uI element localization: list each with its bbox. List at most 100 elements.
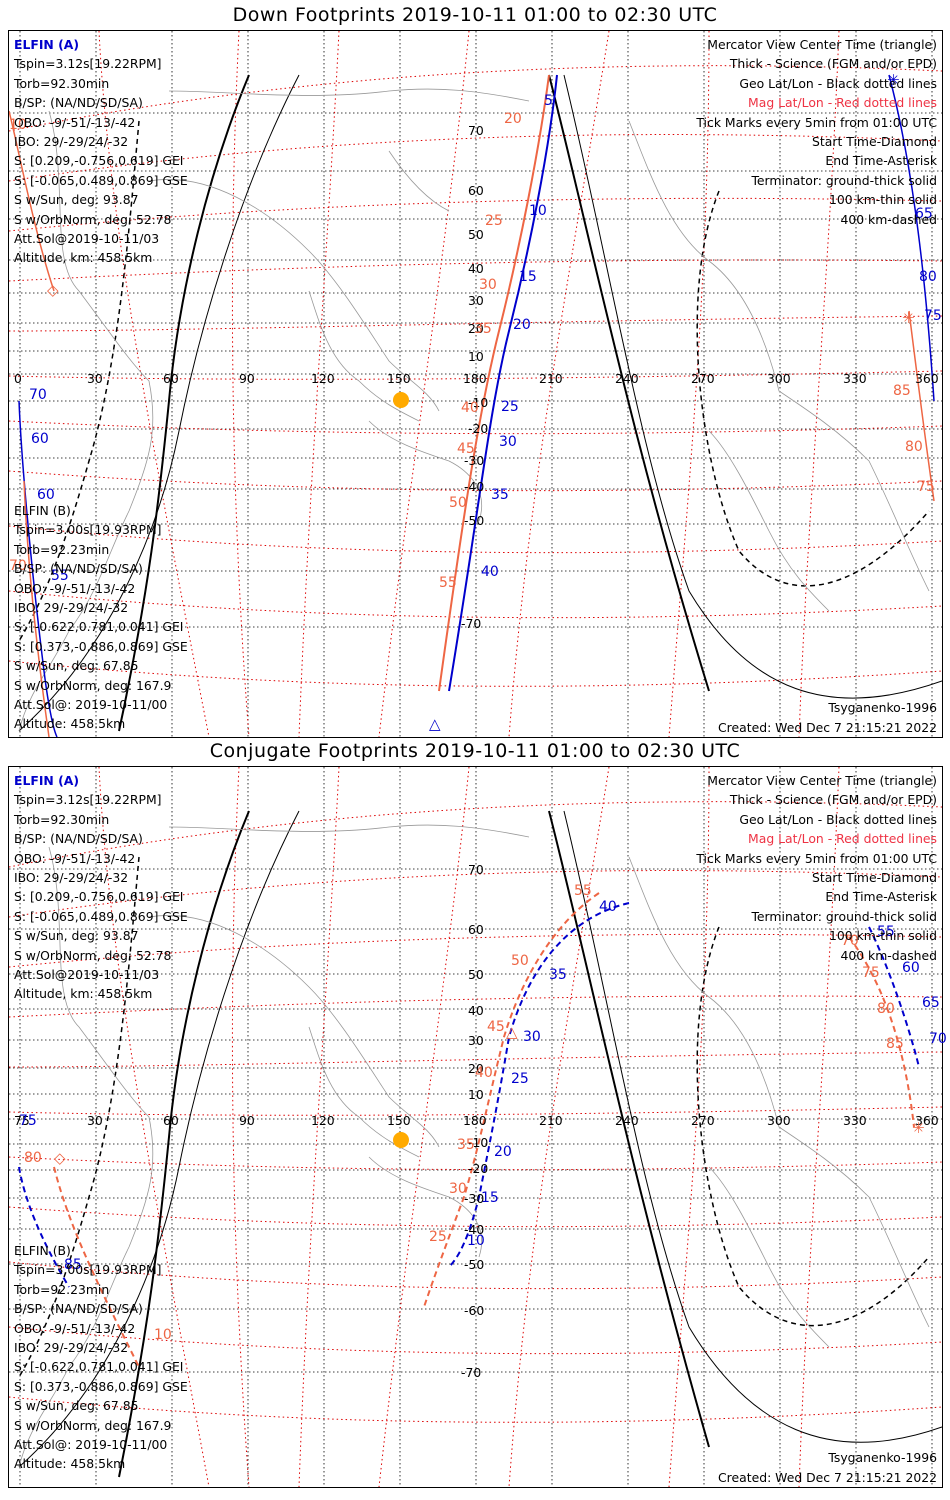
tick-b: 70 <box>9 558 27 574</box>
lat-label: -60 <box>464 1303 485 1318</box>
lon-label-75: 75 <box>14 1113 30 1128</box>
tick-b: 45 <box>487 1019 505 1035</box>
start-time-diamond-icon: ◇ <box>54 1149 66 1167</box>
sat-a-info: ELFIN (A) Tspin=3.12s[19.22RPM] Torb=92.… <box>14 35 188 268</box>
sat-a-bsp: B/SP: (NA/ND/SD/SA) <box>14 831 143 847</box>
tick-a: 85 <box>64 1257 82 1273</box>
legend-item: Terminator: ground-thick solid <box>751 172 937 188</box>
tick-a: 5 <box>544 93 553 109</box>
legend-item: Thick - Science (FGM and/or EPD) <box>729 56 937 72</box>
tick-a: 55 <box>877 924 895 940</box>
sat-a-gei: S: [0.209,-0.756,0.619] GEI <box>14 889 184 905</box>
legend-item: 100 km-thin solid <box>828 928 937 944</box>
tick-b: 30 <box>449 1181 467 1197</box>
sat-b-ibo: IBO: 29/-29/24/-32 <box>14 600 129 616</box>
legend: Mercator View Center Time (triangle) Thi… <box>696 771 937 965</box>
sat-a-info: ELFIN (A) Tspin=3.12s[19.22RPM] Torb=92.… <box>14 771 188 1004</box>
lat-label: 20 <box>468 321 484 336</box>
tick-a: 25 <box>511 1071 529 1087</box>
tick-b: 75 <box>917 479 935 495</box>
lon-label-90: 90 <box>239 371 255 386</box>
sat-a-ibo: IBO: 29/-29/24/-32 <box>14 870 129 886</box>
tick-a: 70 <box>929 1031 947 1047</box>
sat-b-info: ELFIN (B) Tspin=3.00s[19.93RPM] Torb=92.… <box>14 1241 188 1474</box>
lat-label: 70 <box>468 123 484 138</box>
sat-b-tspin: Tspin=3.00s[19.93RPM] <box>14 522 162 538</box>
bottom-panel-title: Conjugate Footprints 2019-10-11 01:00 to… <box>209 740 741 762</box>
sat-b-bsp: B/SP: (NA/ND/SD/SA) <box>14 561 143 577</box>
end-time-asterisk-icon: ✳ <box>887 71 900 89</box>
lon-label-90: 90 <box>239 1113 255 1128</box>
lon-label-30: 30 <box>87 371 103 386</box>
tick-a: 25 <box>501 399 519 415</box>
legend-item: Geo Lat/Lon - Black dotted lines <box>739 811 937 827</box>
legend-item: End Time-Asterisk <box>825 153 937 169</box>
lat-label: -20 <box>468 421 489 436</box>
lat-label: -10 <box>468 395 489 410</box>
sat-a-altitude: Altitude, km: 458.5km <box>14 250 153 266</box>
legend-item: Thick - Science (FGM and/or EPD) <box>729 792 937 808</box>
sat-a-orbnorm-angle: S w/OrbNorm, deg: 52.78 <box>14 211 172 227</box>
lon-label-120: 120 <box>311 371 335 386</box>
tick-a: 60 <box>31 431 49 447</box>
lon-label-300: 300 <box>767 1113 791 1128</box>
lon-label-120: 120 <box>311 1113 335 1128</box>
end-time-asterisk-icon: ✳ <box>902 309 915 327</box>
tick-b: 80 <box>24 1150 42 1166</box>
legend-item: 400 km-dashed <box>840 211 937 227</box>
top-map-graphics <box>9 31 942 737</box>
tick-a: 65 <box>915 206 933 222</box>
sat-b-name: ELFIN (B) <box>14 1243 71 1258</box>
tick-b: 40 <box>461 400 479 416</box>
tick-b: 45 <box>457 441 475 457</box>
legend-item: Mag Lat/Lon - Red dotted lines <box>748 95 937 111</box>
tick-a: 20 <box>494 1144 512 1160</box>
lon-label-330: 330 <box>843 1113 867 1128</box>
sat-b-gei: S: [-0.622,0.781,0.041] GEI <box>14 619 184 635</box>
sat-b-gse: S: [0.373,-0.886,0.869] GSE <box>14 638 188 654</box>
tick-a: 30 <box>499 434 517 450</box>
terminator-lines <box>18 810 942 1478</box>
lat-label: -30 <box>464 1191 485 1206</box>
tick-a: 55 <box>51 568 69 584</box>
end-time-asterisk-icon: ✳ <box>912 1119 925 1137</box>
tick-b: 80 <box>905 439 923 455</box>
tick-b: 10 <box>9 117 27 133</box>
conjugate-tracks <box>18 892 920 1368</box>
lon-label-30: 30 <box>87 1113 103 1128</box>
tick-a: 35 <box>549 967 567 983</box>
lat-label: 40 <box>468 261 484 276</box>
tick-a: 35 <box>491 487 509 503</box>
tick-b: 50 <box>511 953 529 969</box>
sat-a-attsol: Att.Sol@2019-10-11/03 <box>14 231 160 247</box>
sat-b-bsp: B/SP: (NA/ND/SD/SA) <box>14 1301 143 1317</box>
lat-label: -40 <box>464 479 485 494</box>
created-timestamp: Created: Wed Dec 7 21:15:21 2022 <box>718 1470 937 1485</box>
sat-b-gei: S: [-0.622,0.781,0.041] GEI <box>14 1359 184 1375</box>
sat-b-altitude: Altitude: 458.5km <box>14 716 126 732</box>
sat-a-gei: S: [0.209,-0.756,0.619] GEI <box>14 153 184 169</box>
lat-label: 30 <box>468 1033 484 1048</box>
lon-label-210: 210 <box>539 1113 563 1128</box>
lon-label-300: 300 <box>767 371 791 386</box>
legend-item: 100 km-thin solid <box>828 192 937 208</box>
legend-item: Mercator View Center Time (triangle) <box>707 773 937 788</box>
sat-b-gse: S: [0.373,-0.886,0.869] GSE <box>14 1378 188 1394</box>
geo-grid <box>9 31 942 737</box>
tick-a: 80 <box>919 269 937 285</box>
sat-a-orbnorm-angle: S w/OrbNorm, deg: 52.78 <box>14 947 172 963</box>
legend-item: 400 km-dashed <box>840 947 937 963</box>
tick-b: 20 <box>504 111 522 127</box>
lon-label-180: 180 <box>463 371 487 386</box>
sun-icon <box>393 1132 409 1148</box>
tick-b: 30 <box>479 277 497 293</box>
sat-a-torb: Torb=92.30min <box>14 75 110 91</box>
tick-b: 55 <box>439 575 457 591</box>
legend-item: Tick Marks every 5min from 01:00 UTC <box>696 850 937 866</box>
tick-a: 40 <box>481 564 499 580</box>
sat-a-attsol: Att.Sol@2019-10-11/03 <box>14 967 160 983</box>
center-time-triangle-icon: △ <box>429 715 441 733</box>
lon-label-0: 0 <box>14 371 22 386</box>
sat-a-ibo: IBO: 29/-29/24/-32 <box>14 134 129 150</box>
tick-a: 60 <box>902 960 920 976</box>
